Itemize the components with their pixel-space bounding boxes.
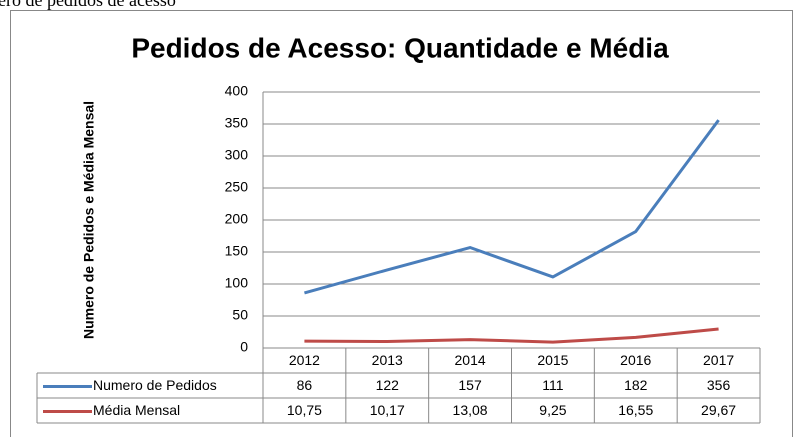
table-value: 13,08 [453,402,488,418]
y-tick-label: 400 [225,83,249,99]
y-tick-label: 350 [225,115,249,131]
table-value: 122 [376,377,400,393]
x-tick-label: 2014 [455,352,486,368]
x-tick-label: 2017 [703,352,734,368]
chart-frame [10,10,793,437]
x-tick-label: 2012 [289,352,320,368]
chart-title: Pedidos de Acesso: Quantidade e Média [131,32,669,63]
y-tick-label: 200 [225,211,249,227]
table-value: 9,25 [539,402,566,418]
table-value: 10,75 [287,402,322,418]
table-value: 111 [542,377,563,393]
y-tick-label: 0 [240,339,248,355]
table-value: 29,67 [701,402,736,418]
table-value: 356 [707,377,731,393]
line-series [304,119,720,295]
table-value: 86 [297,377,313,393]
y-tick-label: 50 [232,307,248,323]
table-value: 10,17 [370,402,405,418]
table-value: 157 [458,377,482,393]
line-series [304,327,719,344]
caption: ero de pedidos de acesso [0,0,176,10]
table-value: 16,55 [618,402,653,418]
x-tick-label: 2015 [537,352,568,368]
y-tick-label: 300 [225,147,249,163]
y-axis-label: Numero de Pedidos e Média Mensal [81,101,97,339]
x-tick-label: 2016 [620,352,651,368]
legend-label: Média Mensal [93,402,180,418]
y-tick-label: 100 [225,275,249,291]
x-tick-label: 2013 [372,352,403,368]
legend-label: Numero de Pedidos [93,377,217,393]
table-value: 182 [624,377,648,393]
y-tick-label: 150 [225,243,249,259]
y-tick-label: 250 [225,179,249,195]
